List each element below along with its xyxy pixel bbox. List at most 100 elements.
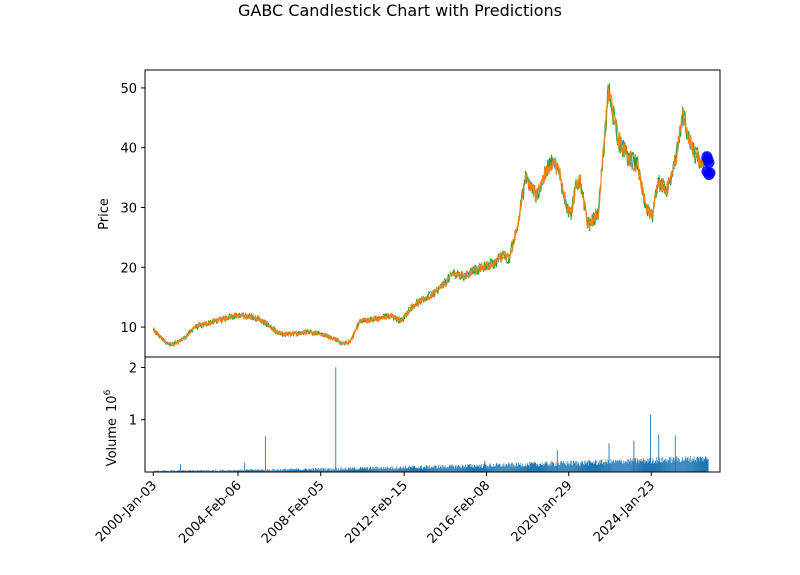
volume-bar bbox=[528, 461, 530, 472]
volume-y-label: Volume 106 bbox=[103, 389, 120, 466]
volume-bar bbox=[537, 464, 539, 472]
volume-bar bbox=[689, 458, 690, 472]
volume-bar bbox=[581, 462, 583, 472]
volume-bar bbox=[649, 461, 651, 472]
volume-bar bbox=[436, 468, 438, 472]
volume-bar bbox=[550, 465, 551, 472]
volume-bar bbox=[530, 464, 532, 472]
volume-bar bbox=[297, 469, 299, 472]
volume-bar bbox=[310, 468, 312, 472]
volume-y-label-text: Volume bbox=[105, 418, 120, 466]
volume-bar bbox=[180, 470, 182, 472]
volume-bar bbox=[599, 464, 601, 472]
volume-bar bbox=[358, 469, 360, 472]
volume-bar bbox=[263, 469, 264, 472]
volume-bar bbox=[468, 465, 469, 472]
volume-bar bbox=[384, 468, 386, 472]
volume-bar bbox=[574, 463, 576, 472]
volume-bar bbox=[448, 468, 449, 472]
volume-bar bbox=[347, 469, 348, 472]
volume-bar bbox=[608, 460, 609, 472]
volume-bar bbox=[362, 467, 364, 472]
volume-bar bbox=[373, 466, 375, 472]
volume-bar bbox=[290, 468, 292, 472]
volume-bar bbox=[197, 469, 199, 472]
volume-bar bbox=[362, 467, 364, 472]
volume-bar bbox=[482, 467, 484, 472]
volume-bar bbox=[383, 466, 385, 472]
volume-bar bbox=[685, 458, 687, 472]
volume-bar bbox=[437, 468, 439, 472]
volume-bar bbox=[698, 457, 699, 472]
volume-bar bbox=[568, 465, 570, 472]
volume-bar bbox=[494, 466, 495, 472]
volume-bar bbox=[255, 469, 256, 472]
volume-bar bbox=[392, 469, 394, 472]
volume-bar bbox=[388, 467, 390, 472]
volume-bar bbox=[552, 461, 553, 472]
volume-bar bbox=[660, 462, 661, 472]
volume-bar bbox=[389, 467, 391, 472]
volume-bar bbox=[404, 466, 406, 472]
volume-bar bbox=[445, 468, 446, 472]
volume-bar bbox=[588, 459, 590, 472]
volume-bar bbox=[468, 465, 470, 472]
volume-bar bbox=[250, 470, 251, 472]
volume-bar bbox=[624, 460, 626, 472]
volume-bar bbox=[343, 469, 344, 472]
volume-bar bbox=[253, 470, 255, 472]
volume-bar bbox=[234, 470, 236, 472]
volume-bar bbox=[171, 470, 172, 472]
volume-bar bbox=[346, 469, 347, 472]
volume-bar bbox=[380, 467, 381, 472]
volume-spike bbox=[658, 434, 660, 472]
volume-bar bbox=[507, 466, 508, 472]
volume-bar bbox=[679, 459, 680, 472]
volume-bar bbox=[635, 462, 637, 472]
volume-bar bbox=[421, 467, 423, 472]
volume-bar bbox=[154, 470, 155, 472]
volume-bar bbox=[455, 465, 456, 472]
volume-bar bbox=[627, 459, 628, 472]
volume-bar bbox=[369, 468, 370, 472]
volume-bar bbox=[288, 469, 290, 472]
volume-bars bbox=[153, 367, 709, 472]
volume-bar bbox=[499, 463, 501, 472]
volume-bar bbox=[364, 469, 366, 472]
volume-bar bbox=[276, 470, 277, 472]
volume-bar bbox=[463, 466, 465, 472]
volume-bar bbox=[342, 469, 344, 472]
volume-bar bbox=[225, 470, 227, 472]
volume-bar bbox=[378, 469, 379, 472]
volume-bar bbox=[355, 469, 357, 472]
volume-bar bbox=[313, 468, 314, 472]
volume-bar bbox=[501, 466, 503, 472]
volume-bar bbox=[573, 460, 574, 472]
volume-bar bbox=[467, 466, 468, 472]
volume-bar bbox=[707, 460, 709, 472]
volume-bar bbox=[345, 469, 347, 472]
volume-bar bbox=[567, 464, 568, 472]
volume-bar bbox=[317, 469, 318, 472]
volume-bar bbox=[200, 470, 202, 472]
volume-bar bbox=[250, 469, 252, 472]
volume-bar bbox=[508, 462, 510, 472]
volume-bar bbox=[157, 470, 159, 472]
volume-bar bbox=[639, 459, 641, 472]
volume-y-label-base: 10 bbox=[105, 395, 120, 412]
volume-bar bbox=[589, 461, 591, 472]
volume-bar bbox=[481, 467, 483, 472]
volume-bar bbox=[339, 470, 340, 472]
volume-bar bbox=[609, 463, 611, 472]
volume-bar bbox=[514, 466, 516, 472]
price-axes-frame bbox=[144, 69, 721, 358]
volume-bar bbox=[641, 461, 642, 472]
volume-bar bbox=[357, 469, 359, 472]
volume-bar bbox=[656, 457, 657, 472]
volume-bar bbox=[329, 469, 330, 472]
volume-bar bbox=[282, 470, 284, 472]
volume-bar bbox=[429, 468, 431, 472]
volume-bar bbox=[260, 469, 261, 472]
volume-bar bbox=[471, 467, 473, 472]
volume-bar bbox=[445, 467, 447, 472]
